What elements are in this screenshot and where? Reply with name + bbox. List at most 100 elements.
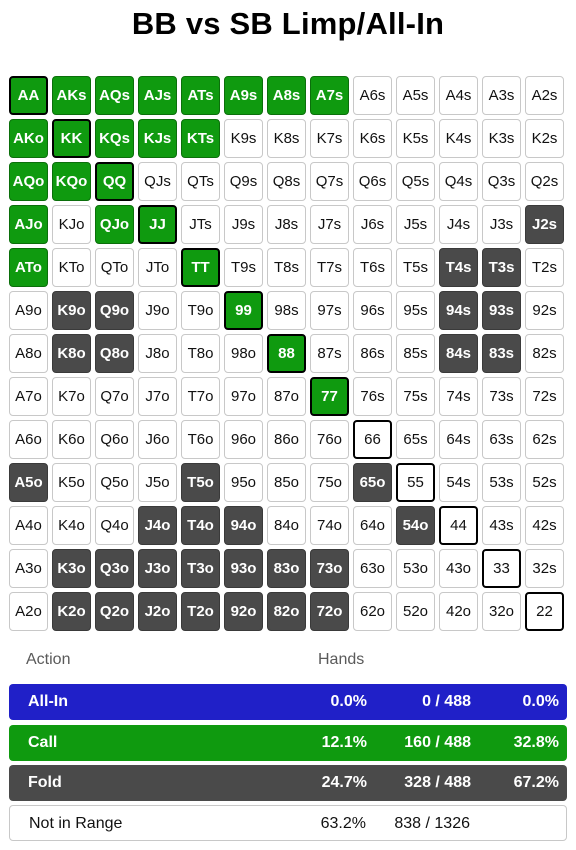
hand-cell[interactable]: T3s [482,248,521,287]
hand-cell[interactable]: AQo [9,162,48,201]
hand-cell[interactable]: 76s [353,377,392,416]
hand-cell[interactable]: Q3o [95,549,134,588]
hand-cell[interactable]: T9o [181,291,220,330]
hand-cell[interactable]: 66 [353,420,392,459]
hand-cell[interactable]: 22 [525,592,564,631]
hand-cell[interactable]: 97o [224,377,263,416]
hand-cell[interactable]: A9s [224,76,263,115]
hand-cell[interactable]: T4s [439,248,478,287]
hand-cell[interactable]: J5s [396,205,435,244]
hand-cell[interactable]: T5o [181,463,220,502]
hand-cell[interactable]: QQ [95,162,134,201]
hand-cell[interactable]: 82o [267,592,306,631]
hand-cell[interactable]: Q4s [439,162,478,201]
hand-cell[interactable]: K5s [396,119,435,158]
hand-cell[interactable]: 98s [267,291,306,330]
hand-cell[interactable]: 83o [267,549,306,588]
hand-cell[interactable]: T6o [181,420,220,459]
hand-cell[interactable]: 43o [439,549,478,588]
hand-cell[interactable]: K8o [52,334,91,373]
hand-cell[interactable]: T8o [181,334,220,373]
hand-cell[interactable]: J2o [138,592,177,631]
hand-cell[interactable]: Q4o [95,506,134,545]
hand-cell[interactable]: 74s [439,377,478,416]
hand-cell[interactable]: AKo [9,119,48,158]
hand-cell[interactable]: T9s [224,248,263,287]
hand-cell[interactable]: 42s [525,506,564,545]
hand-cell[interactable]: T7s [310,248,349,287]
hand-cell[interactable]: KQs [95,119,134,158]
hand-cell[interactable]: QTs [181,162,220,201]
hand-cell[interactable]: 94o [224,506,263,545]
hand-cell[interactable]: 86s [353,334,392,373]
hand-cell[interactable]: A8s [267,76,306,115]
hand-cell[interactable]: T7o [181,377,220,416]
hand-cell[interactable]: 97s [310,291,349,330]
hand-cell[interactable]: 86o [267,420,306,459]
hand-cell[interactable]: A5s [396,76,435,115]
hand-cell[interactable]: 55 [396,463,435,502]
hand-cell[interactable]: K6s [353,119,392,158]
hand-cell[interactable]: 53o [396,549,435,588]
hand-cell[interactable]: 88 [267,334,306,373]
hand-cell[interactable]: 77 [310,377,349,416]
hand-cell[interactable]: 62s [525,420,564,459]
hand-cell[interactable]: 63o [353,549,392,588]
hand-cell[interactable]: J3o [138,549,177,588]
hand-cell[interactable]: AJo [9,205,48,244]
hand-cell[interactable]: T8s [267,248,306,287]
hand-cell[interactable]: J4s [439,205,478,244]
hand-cell[interactable]: A4o [9,506,48,545]
hand-cell[interactable]: K3s [482,119,521,158]
hand-cell[interactable]: 85o [267,463,306,502]
hand-cell[interactable]: KTs [181,119,220,158]
hand-cell[interactable]: J9s [224,205,263,244]
hand-cell[interactable]: A2s [525,76,564,115]
hand-cell[interactable]: A3s [482,76,521,115]
hand-cell[interactable]: J5o [138,463,177,502]
hand-cell[interactable]: Q7o [95,377,134,416]
hand-cell[interactable]: K4o [52,506,91,545]
hand-cell[interactable]: K7o [52,377,91,416]
hand-cell[interactable]: T4o [181,506,220,545]
hand-cell[interactable]: 54s [439,463,478,502]
hand-cell[interactable]: JTs [181,205,220,244]
hand-cell[interactable]: 75s [396,377,435,416]
hand-cell[interactable]: Q3s [482,162,521,201]
hand-cell[interactable]: QJs [138,162,177,201]
hand-cell[interactable]: 73o [310,549,349,588]
hand-cell[interactable]: A6s [353,76,392,115]
hand-cell[interactable]: A5o [9,463,48,502]
hand-cell[interactable]: A4s [439,76,478,115]
hand-cell[interactable]: J6s [353,205,392,244]
hand-cell[interactable]: J7o [138,377,177,416]
hand-cell[interactable]: Q9s [224,162,263,201]
hand-cell[interactable]: K7s [310,119,349,158]
hand-cell[interactable]: K5o [52,463,91,502]
hand-cell[interactable]: Q6o [95,420,134,459]
hand-cell[interactable]: J2s [525,205,564,244]
hand-cell[interactable]: J4o [138,506,177,545]
hand-cell[interactable]: JJ [138,205,177,244]
hand-cell[interactable]: 42o [439,592,478,631]
hand-cell[interactable]: J3s [482,205,521,244]
hand-cell[interactable]: 84s [439,334,478,373]
hand-cell[interactable]: Q6s [353,162,392,201]
hand-cell[interactable]: 65o [353,463,392,502]
hand-cell[interactable]: J8s [267,205,306,244]
hand-cell[interactable]: J8o [138,334,177,373]
hand-cell[interactable]: A3o [9,549,48,588]
hand-cell[interactable]: 85s [396,334,435,373]
hand-cell[interactable]: T5s [396,248,435,287]
hand-cell[interactable]: KJs [138,119,177,158]
hand-cell[interactable]: KK [52,119,91,158]
hand-cell[interactable]: A8o [9,334,48,373]
hand-cell[interactable]: Q5s [396,162,435,201]
hand-cell[interactable]: AQs [95,76,134,115]
hand-cell[interactable]: 92o [224,592,263,631]
hand-cell[interactable]: 52s [525,463,564,502]
hand-cell[interactable]: A2o [9,592,48,631]
hand-cell[interactable]: Q7s [310,162,349,201]
hand-cell[interactable]: 84o [267,506,306,545]
hand-cell[interactable]: K3o [52,549,91,588]
